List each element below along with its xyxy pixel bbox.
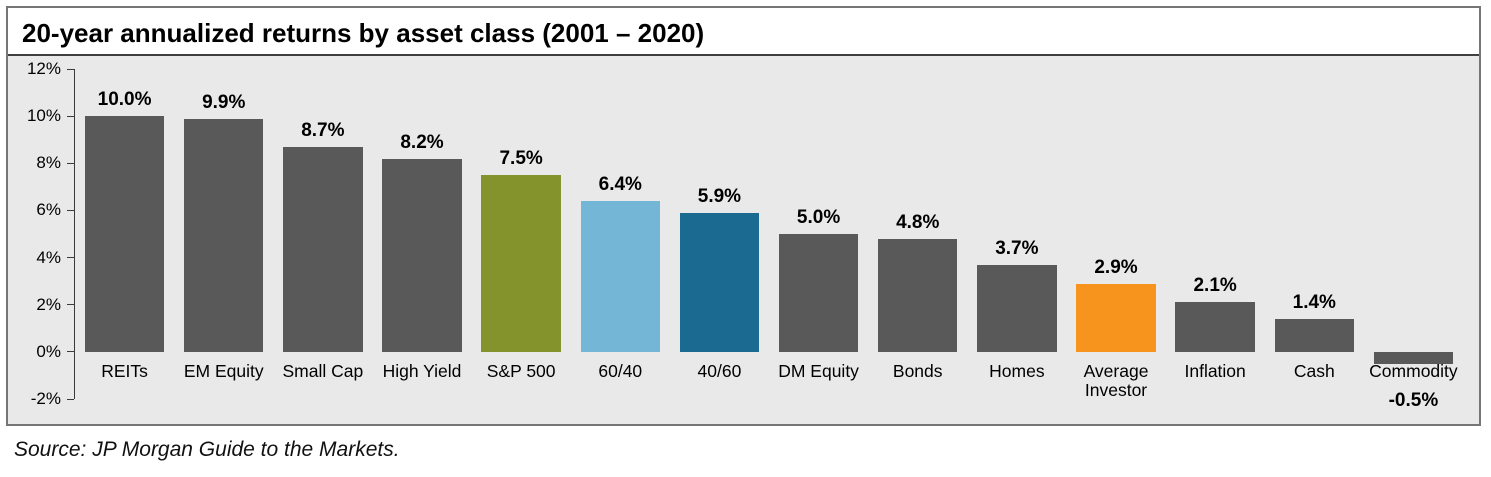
bar-value-label: 2.9% [1094, 256, 1138, 278]
y-axis-tick-mark [67, 162, 74, 164]
y-axis-tick-label: 2% [36, 294, 61, 314]
bar-value-label: 4.8% [896, 211, 940, 233]
chart-title: 20-year annualized returns by asset clas… [22, 18, 705, 48]
bar [977, 264, 1057, 352]
bar [1373, 351, 1454, 364]
bar-value-label: 9.9% [202, 91, 246, 113]
y-axis-tick-mark [67, 398, 74, 400]
bar-column: 9.9% EM Equity [174, 69, 273, 399]
bar-value-label: 7.5% [499, 148, 543, 170]
bar-value-label: 5.0% [796, 207, 841, 228]
bar-column: 3.7% Homes [967, 69, 1066, 399]
bar [84, 116, 165, 352]
bar-column: 10.0% REITs [75, 69, 174, 399]
bar-column: 8.7% Small Cap [273, 69, 372, 399]
chart-figure: 20-year annualized returns by asset clas… [6, 6, 1481, 426]
y-axis-tick-label: 4% [36, 247, 61, 267]
bar [283, 146, 363, 352]
y-axis-tick-mark [67, 351, 74, 353]
plot-area: 12% 10% 8% 6% 4% 2% 0% -2% 10.0% REITs 9.9% EM Equi… [27, 59, 1463, 411]
bar-column: 5.9% 40/60 [670, 69, 769, 399]
bar-column: 2.1% Inflation [1166, 69, 1265, 399]
bar-column: 1.4% Cash [1265, 69, 1364, 399]
bar-category-label: High Yield [382, 360, 462, 381]
bar-column: 8.2% High Yield [372, 69, 471, 399]
bar-column: -0.5% Commodity [1364, 69, 1463, 411]
bar-column: 2.9% Average Investor [1066, 69, 1165, 400]
bar-category-label: 60/40 [598, 360, 643, 381]
bar-category-label: S&P 500 [486, 360, 556, 381]
bar-column: 5.0% DM Equity [769, 69, 868, 399]
y-axis-tick-label: 8% [36, 153, 61, 173]
y-axis-tick-label: 6% [36, 200, 61, 220]
bar [580, 201, 660, 352]
y-axis-tick-mark [67, 304, 74, 306]
source-caption: Source: JP Morgan Guide to the Markets. [14, 438, 400, 461]
bar-column: 7.5% S&P 500 [472, 69, 571, 399]
bar-value-label: 5.9% [697, 185, 742, 207]
bar-value-label: 6.4% [598, 174, 642, 195]
y-axis-tick-mark [67, 115, 74, 117]
bar-category-label: Homes [989, 360, 1045, 381]
bar [878, 238, 958, 352]
bar-value-label: 10.0% [97, 89, 152, 111]
bar-category-label: 40/60 [697, 360, 742, 381]
y-axis-tick-mark [67, 68, 74, 70]
bar-value-label: 8.2% [400, 131, 444, 153]
y-axis-tick-label: 10% [26, 106, 61, 126]
bar [679, 212, 760, 352]
y-axis-tick-label: 12% [26, 59, 61, 78]
bar-category-label: Average Investor [1083, 360, 1149, 401]
bar-column: 4.8% Bonds [868, 69, 967, 399]
y-axis-tick-mark [67, 257, 74, 259]
bar-column: 6.4% 60/40 [571, 69, 670, 399]
bar-category-label: DM Equity [778, 360, 859, 381]
y-axis-tick-label: 0% [36, 341, 61, 361]
title-band: 20-year annualized returns by asset clas… [8, 8, 1479, 56]
bar [184, 118, 264, 352]
bar-value-label: 2.1% [1193, 275, 1237, 297]
bar [1274, 318, 1354, 352]
bar-category-label: REITs [101, 360, 148, 381]
bar [1175, 302, 1255, 352]
bar-category-label: Commodity [1369, 360, 1458, 381]
bar-category-label: Bonds [892, 360, 943, 381]
bar-value-label: 1.4% [1292, 291, 1336, 313]
y-axis-tick-mark [67, 209, 74, 211]
bar [778, 234, 859, 352]
chart-region: 12% 10% 8% 6% 4% 2% 0% -2% 10.0% REITs 9.9% EM Equi… [8, 56, 1479, 424]
bar-value-label: 8.7% [301, 119, 345, 141]
bar-category-label: Small Cap [282, 360, 364, 381]
bar-category-label: Cash [1293, 360, 1335, 381]
bar-category-label: Inflation [1184, 360, 1246, 381]
bar-category-label: EM Equity [183, 360, 264, 381]
bar-value-label: 3.7% [995, 237, 1039, 259]
bar [481, 175, 561, 352]
bar [1076, 283, 1156, 352]
bar [382, 158, 462, 352]
y-axis-tick-label: -2% [30, 389, 61, 408]
bar-value-label: -0.5% [1388, 389, 1439, 411]
